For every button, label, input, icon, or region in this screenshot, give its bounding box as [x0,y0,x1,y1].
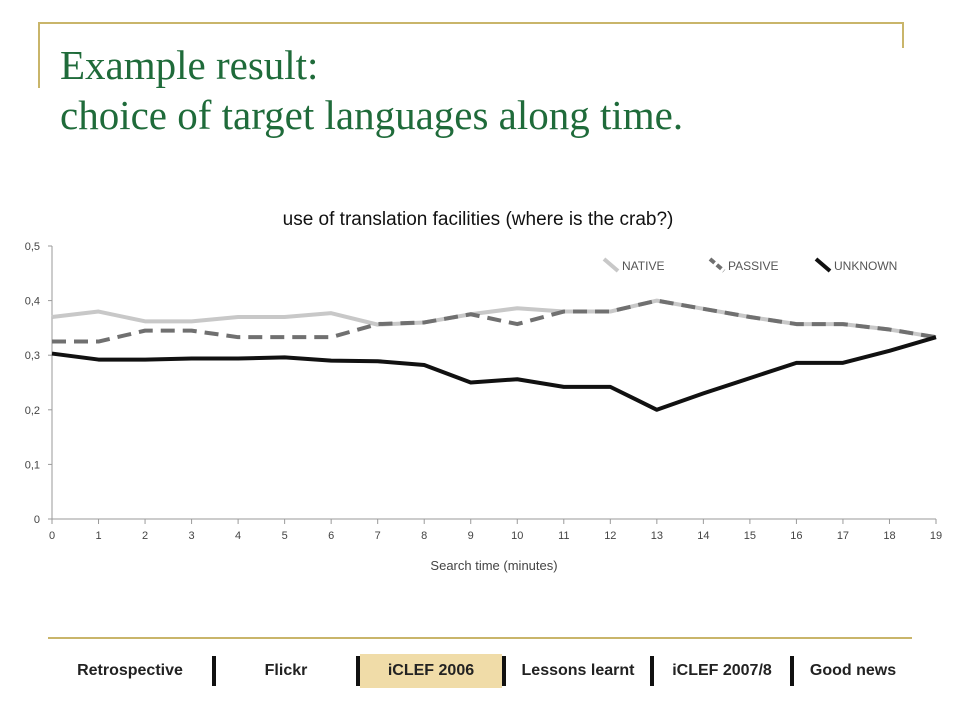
slide-title: Example result: choice of target languag… [60,40,683,140]
frame-left-rule [38,22,40,88]
nav-separator [650,656,654,686]
section-nav-bar: Retrospective Flickr iCLEF 2006 Lessons … [48,654,912,688]
x-tick-label: 9 [468,530,474,542]
legend-swatch-unknown [814,257,832,273]
series-line-passive [52,298,937,344]
frame-right-rule [902,22,904,48]
nav-item-iclef-2006[interactable]: iCLEF 2006 [360,654,502,688]
x-tick-label: 5 [282,530,288,542]
nav-item-label: iCLEF 2006 [387,662,475,679]
x-tick-label: 4 [235,530,241,542]
x-tick-label: 0 [49,530,55,542]
x-tick-label: 1 [95,530,101,542]
nav-item-retrospective[interactable]: Retrospective [48,654,212,688]
nav-item-flickr[interactable]: Flickr [216,654,356,688]
x-tick-label: 13 [651,530,663,542]
chart-series [51,298,937,412]
nav-item-label: Flickr [264,662,308,679]
x-tick-label: 18 [883,530,895,542]
nav-separator [790,656,794,686]
x-tick-label: 19 [930,530,942,542]
slide-title-line-2: choice of target languages along time. [60,92,684,138]
nav-separator [212,656,216,686]
footer-rule [48,637,912,639]
y-tick-label: 0,3 [25,350,40,362]
nav-item-lessons-learnt[interactable]: Lessons learnt [506,654,650,688]
chart-axes: 00,10,20,30,40,50 1 2 3 4 5 6 7 8 9 10 11 12 13 14 15 16… [25,241,942,542]
series-line-native [51,298,937,340]
nav-item-iclef-2007-8[interactable]: iCLEF 2007/8 [654,654,790,688]
y-tick-label: 0,2 [25,405,40,417]
x-tick-label: 17 [837,530,849,542]
x-tick-label: 2 [142,530,148,542]
nav-item-good-news[interactable]: Good news [794,654,912,688]
nav-separator [502,656,506,686]
x-tick-label: 11 [558,530,569,542]
x-tick-label: 6 [328,530,334,542]
legend-label-passive: PASSIVE [728,259,778,273]
line-chart: use of translation facilities (where is … [25,209,942,573]
y-tick-label: 0,1 [25,459,40,471]
chart-legend: NATIVE PASSIVE UNKNOWN [602,257,897,273]
frame-top-rule [38,22,904,24]
x-tick-label: 16 [790,530,802,542]
x-tick-label: 12 [604,530,616,542]
nav-separator [356,656,360,686]
x-tick-label: 15 [744,530,756,542]
y-tick-label: 0,4 [25,296,40,308]
nav-item-label: Good news [809,662,897,679]
y-tick-label: 0,5 [25,241,40,253]
x-tick-label: 8 [421,530,427,542]
x-tick-label: 7 [375,530,381,542]
y-tick-label: 0 [34,514,40,526]
x-tick-label: 10 [511,530,523,542]
slide-title-line-1: Example result: [60,42,319,88]
x-tick-label: 3 [189,530,195,542]
x-tick-label: 14 [697,530,709,542]
nav-item-label: Retrospective [77,662,183,679]
nav-item-label: Lessons learnt [521,662,635,679]
nav-item-label: iCLEF 2007/8 [672,662,772,679]
series-line-unknown [51,335,937,412]
x-axis-label: Search time (minutes) [430,558,557,573]
legend-swatch-passive [708,257,726,273]
legend-swatch-native [602,257,620,273]
legend-label-native: NATIVE [622,259,664,273]
chart-title: use of translation facilities (where is … [283,209,674,230]
legend-label-unknown: UNKNOWN [834,259,897,273]
